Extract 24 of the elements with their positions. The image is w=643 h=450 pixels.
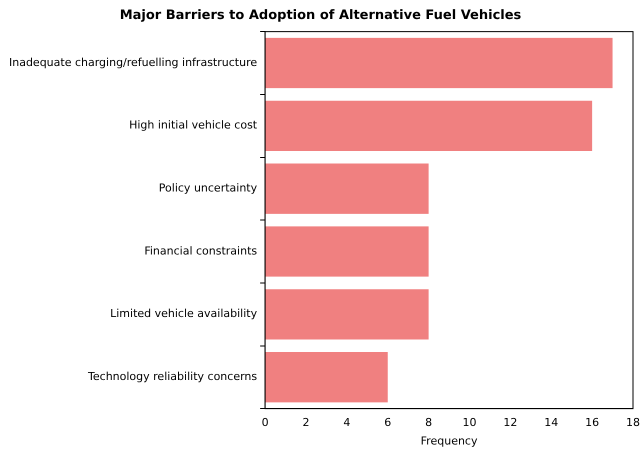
x-tick-label: 12	[503, 416, 518, 430]
bar	[265, 38, 613, 88]
x-tick-label: 16	[585, 416, 600, 430]
y-tick-label: High initial vehicle cost	[129, 118, 258, 132]
x-tick-label: 6	[384, 416, 392, 430]
y-tick-label: Policy uncertainty	[158, 182, 258, 195]
x-tick-label: 14	[544, 416, 558, 430]
y-tick-label: Limited vehicle availability	[110, 307, 258, 320]
x-tick-label: 8	[425, 416, 432, 430]
bar	[265, 226, 429, 277]
x-tick-label: 2	[302, 416, 310, 430]
y-tick-label: Inadequate charging/refuelling infrastructure	[8, 56, 258, 69]
bar	[265, 352, 388, 402]
bar	[265, 289, 429, 340]
x-axis-title: Frequency	[420, 434, 478, 448]
chart-title: Major Barriers to Adoption of Alternative Fuel Vehicles	[120, 8, 522, 24]
y-tick-label: Technology reliability concerns	[87, 370, 258, 384]
x-tick-label: 0	[262, 416, 269, 430]
x-tick-label: 10	[462, 416, 476, 430]
x-tick-label: 4	[343, 416, 350, 430]
y-tick-label: Financial constraints	[144, 244, 258, 258]
bar	[265, 100, 592, 151]
bar	[265, 164, 429, 214]
x-tick-label: 18	[626, 416, 640, 430]
